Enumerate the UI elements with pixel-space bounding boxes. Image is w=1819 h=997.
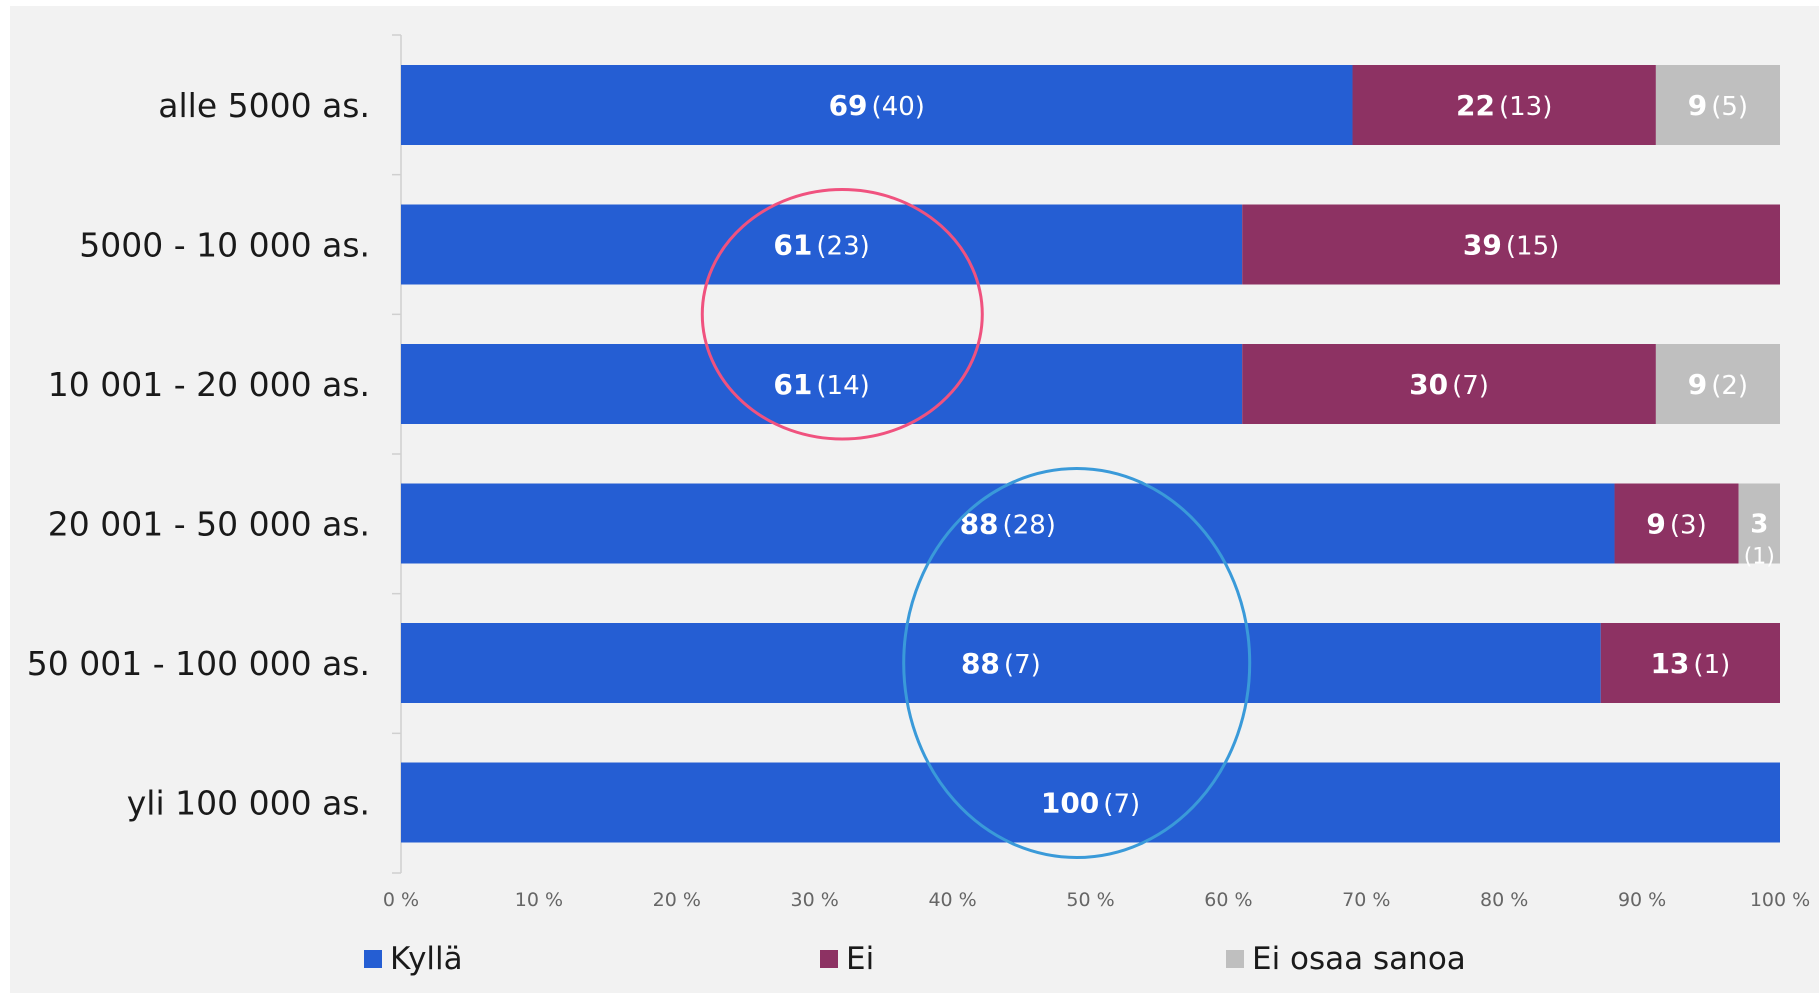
x-tick-label: 60 % [1204,889,1252,911]
data-label-value: 9 [1688,89,1707,122]
data-label-value: 9 [1688,368,1707,401]
bar-segment [401,204,1243,285]
bar-segment [401,623,1601,703]
data-label-count: (3) [1670,511,1707,541]
data-label-value: 88 [961,647,1000,680]
data-label: 9 (2) [1688,368,1748,401]
bar-segment [1655,344,1780,424]
data-label: 39 (15) [1463,229,1559,262]
data-label-value: 61 [773,368,812,401]
data-label-count: (1) [1693,650,1730,680]
data-label-value: 9 [1646,508,1665,541]
bar-segment [1352,65,1656,145]
data-label-value: 69 [829,89,868,122]
category-label: yli 100 000 as. [127,784,370,823]
highlight-ellipse [902,467,1252,859]
data-label-value: 61 [773,229,812,262]
bar-segment [401,762,1780,843]
x-tick-label: 50 % [1066,889,1114,911]
data-label-count: (13) [1499,92,1552,122]
data-label-value: 30 [1409,368,1448,401]
category-label: 20 001 - 50 000 as. [48,505,370,544]
data-label-count: (28) [1003,511,1056,541]
x-tick-label: 20 % [653,889,701,911]
legend-swatch [364,950,382,968]
data-label-count: (2) [1711,371,1748,401]
data-label: 30 (7) [1409,368,1489,401]
bar-segment [1242,344,1656,424]
bar-segment [1655,65,1780,145]
x-tick-label: 70 % [1342,889,1390,911]
data-label-count: (7) [1004,650,1041,680]
data-label: 100 (7) [1041,787,1140,820]
data-label: 69 (40) [829,89,925,122]
legend-swatch [820,950,838,968]
x-tick-label: 80 % [1480,889,1528,911]
bar-segment [1614,483,1739,564]
data-label: 9 (3) [1646,508,1706,541]
x-tick-label: 40 % [928,889,976,911]
category-label: alle 5000 as. [158,86,370,125]
x-tick-label: 100 % [1750,889,1810,911]
data-label: 61 (14) [773,368,869,401]
data-label: 13 (1) [1650,647,1730,680]
category-label: 10 001 - 20 000 as. [48,365,370,404]
category-label: 50 001 - 100 000 as. [27,644,370,683]
data-label-count: (14) [816,371,869,401]
highlight-ellipse [700,188,984,441]
data-label: 61 (23) [773,229,869,262]
data-label: 88 (28) [960,508,1056,541]
x-tick-label: 90 % [1618,889,1666,911]
data-label: 9 (5) [1688,89,1748,122]
data-label-count: (1) [1744,545,1775,570]
category-label: 5000 - 10 000 as. [79,226,370,265]
data-label-count: (15) [1506,232,1559,262]
data-label-value: 22 [1456,89,1495,122]
bar-segment [1738,483,1780,564]
data-label-value: 39 [1463,229,1502,262]
legend-label: Kyllä [390,941,463,977]
bar-segment [401,483,1615,564]
legend-swatch [1226,950,1244,968]
x-tick-label: 10 % [515,889,563,911]
data-label-count: (7) [1103,790,1140,820]
bar-segment [1242,204,1780,285]
legend-label: Ei osaa sanoa [1252,941,1466,977]
x-tick-label: 0 % [383,889,419,911]
data-label-value: 100 [1041,787,1099,820]
data-label-value: 13 [1650,647,1689,680]
bar-segment [401,65,1353,145]
data-label-count: (5) [1711,92,1748,122]
data-label-count: (23) [816,232,869,262]
data-label-count: (7) [1452,371,1489,401]
bar-segment [1600,623,1780,703]
bar-segment [401,344,1243,424]
data-label: 88 (7) [961,647,1041,680]
x-tick-label: 30 % [791,889,839,911]
data-label-count: (40) [872,92,925,122]
data-label-value: 3 [1750,510,1768,540]
data-label: 22 (13) [1456,89,1552,122]
legend-label: Ei [846,941,874,977]
